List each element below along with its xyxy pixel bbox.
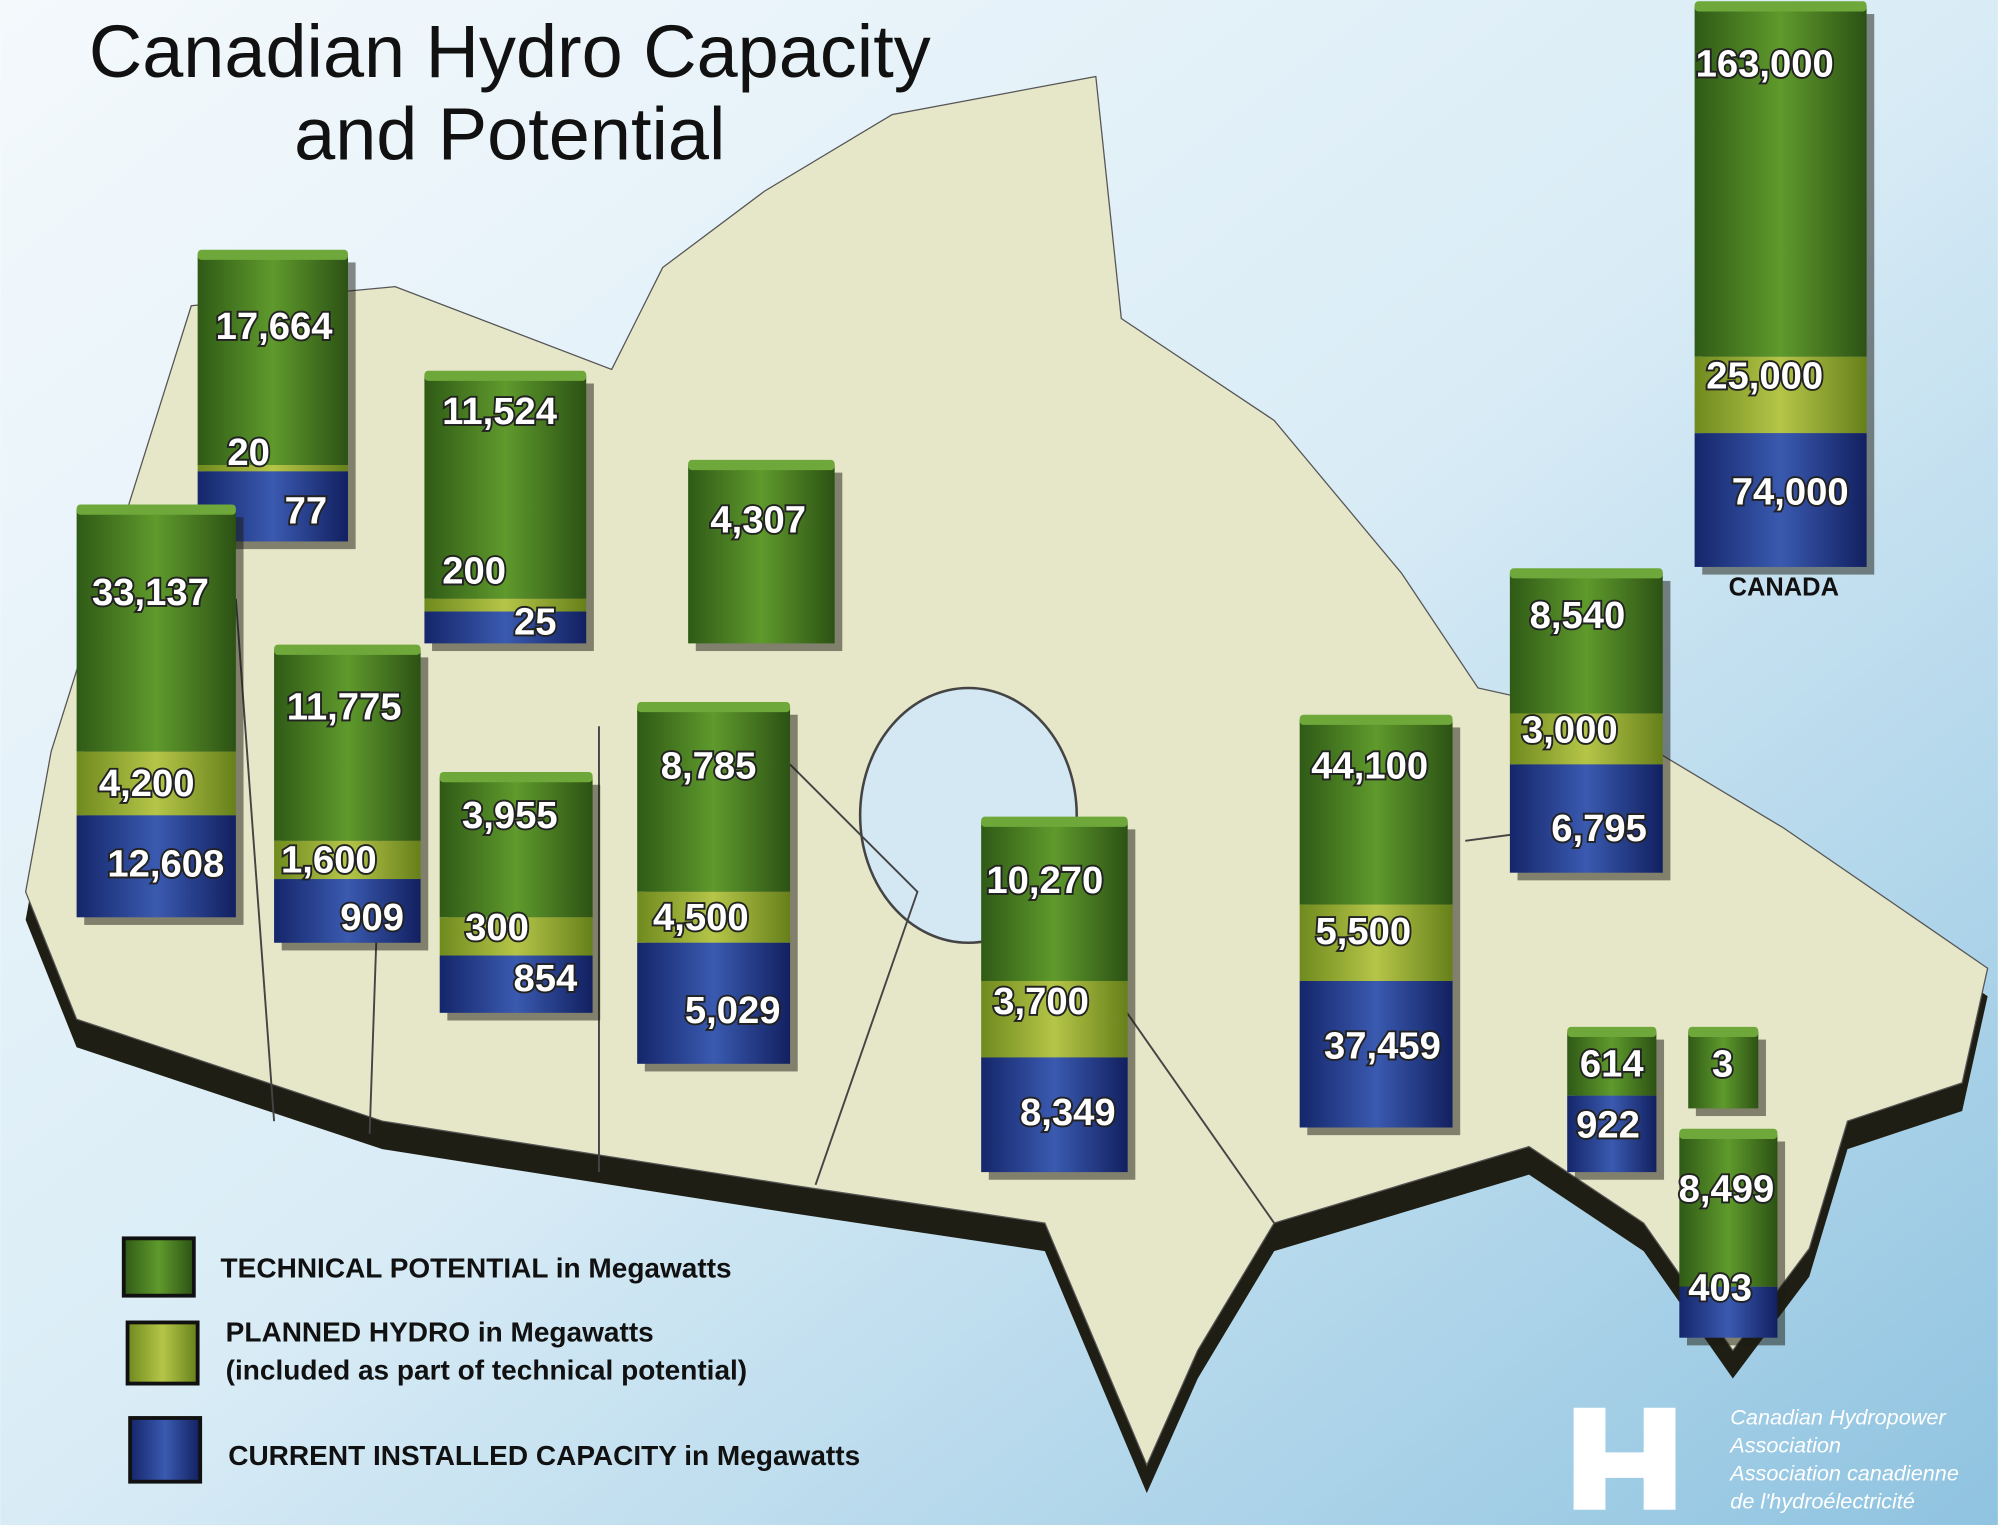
installed-capacity-label: 25 <box>514 600 557 643</box>
bar-planned-hydro <box>198 465 348 471</box>
technical-potential-label: 33,137 <box>92 571 209 614</box>
technical-potential-label: 163,000 <box>1696 42 1834 85</box>
bar-top <box>1688 1027 1758 1037</box>
bar-technical-potential <box>77 510 236 752</box>
installed-capacity-label: 6,795 <box>1551 807 1647 850</box>
installed-capacity-label: 12,608 <box>107 842 224 885</box>
bar-technical-potential <box>274 650 421 841</box>
technical-potential-label: 44,100 <box>1311 744 1428 787</box>
bar-top <box>1695 1 1867 11</box>
title-line-2: and Potential <box>294 93 725 176</box>
bar-top <box>637 702 790 712</box>
legend-note: (included as part of technical potential… <box>226 1355 747 1386</box>
bar-technical-potential <box>198 255 348 465</box>
bar-top <box>981 817 1128 827</box>
installed-capacity-label: 922 <box>1576 1104 1640 1147</box>
bar-top <box>198 250 348 260</box>
installed-capacity-label: 5,029 <box>685 989 781 1032</box>
technical-potential-label: 8,499 <box>1679 1167 1775 1210</box>
bar-top <box>440 772 593 782</box>
page: Canadian Hydro Capacity and Potential TE… <box>0 0 1998 1525</box>
logo-text: Association canadienne <box>1728 1460 1959 1485</box>
legend-swatch-planned <box>128 1322 198 1383</box>
installed-capacity-label: 909 <box>340 896 404 939</box>
technical-potential-label: 8,540 <box>1530 594 1626 637</box>
bar-planned-hydro <box>424 599 586 612</box>
technical-potential-label: 17,664 <box>216 305 334 348</box>
technical-potential-label: 3,955 <box>462 794 558 837</box>
planned-hydro-label: 4,500 <box>653 896 749 939</box>
bar-installed-capacity <box>424 612 586 644</box>
legend-swatch-technical <box>124 1238 194 1295</box>
technical-potential-label: 614 <box>1580 1042 1645 1085</box>
planned-hydro-label: 25,000 <box>1706 354 1823 397</box>
bar-top <box>274 645 421 655</box>
bar-top <box>77 505 236 515</box>
bar-top <box>1510 568 1663 578</box>
technical-potential-label: 3 <box>1712 1042 1733 1085</box>
title-line-1: Canadian Hydro Capacity <box>89 10 931 93</box>
installed-capacity-label: 854 <box>514 957 579 1000</box>
region-name: CANADA <box>1729 573 1839 601</box>
bar-top <box>1679 1129 1777 1139</box>
technical-potential-label: 11,524 <box>442 390 558 433</box>
legend-label: TECHNICAL POTENTIAL in Megawatts <box>221 1253 732 1284</box>
legend-label: CURRENT INSTALLED CAPACITY in Megawatts <box>228 1440 860 1471</box>
logo-text: Association <box>1728 1432 1841 1457</box>
legend-label: PLANNED HYDRO in Megawatts <box>226 1316 654 1347</box>
planned-hydro-label: 20 <box>227 431 270 474</box>
bar-top <box>1567 1027 1656 1037</box>
bar-technical-potential <box>688 465 835 643</box>
planned-hydro-label: 4,200 <box>99 762 195 805</box>
planned-hydro-label: 5,500 <box>1316 910 1412 953</box>
planned-hydro-label: 1,600 <box>281 839 377 882</box>
bar-technical-potential <box>637 707 790 892</box>
installed-capacity-label: 8,349 <box>1020 1091 1116 1134</box>
infographic: Canadian Hydro Capacity and Potential TE… <box>0 0 1998 1525</box>
installed-capacity-label: 74,000 <box>1732 470 1849 513</box>
legend-swatch-installed <box>130 1418 200 1482</box>
logo-text: Canadian Hydropower <box>1730 1404 1946 1429</box>
technical-potential-label: 8,785 <box>661 744 757 787</box>
installed-capacity-label: 77 <box>285 490 328 533</box>
bar-top <box>688 460 835 470</box>
logo-text: de l'hydroélectricité <box>1730 1488 1915 1513</box>
planned-hydro-label: 3,000 <box>1522 709 1618 752</box>
bar-top <box>424 371 586 381</box>
bar-top <box>1300 715 1453 725</box>
technical-potential-label: 10,270 <box>986 859 1103 902</box>
planned-hydro-label: 200 <box>442 549 506 592</box>
planned-hydro-label: 300 <box>465 906 529 949</box>
technical-potential-label: 11,775 <box>287 686 402 729</box>
planned-hydro-label: 3,700 <box>993 980 1089 1023</box>
technical-potential-label: 4,307 <box>710 498 806 541</box>
installed-capacity-label: 37,459 <box>1324 1025 1441 1068</box>
installed-capacity-label: 403 <box>1688 1267 1752 1310</box>
